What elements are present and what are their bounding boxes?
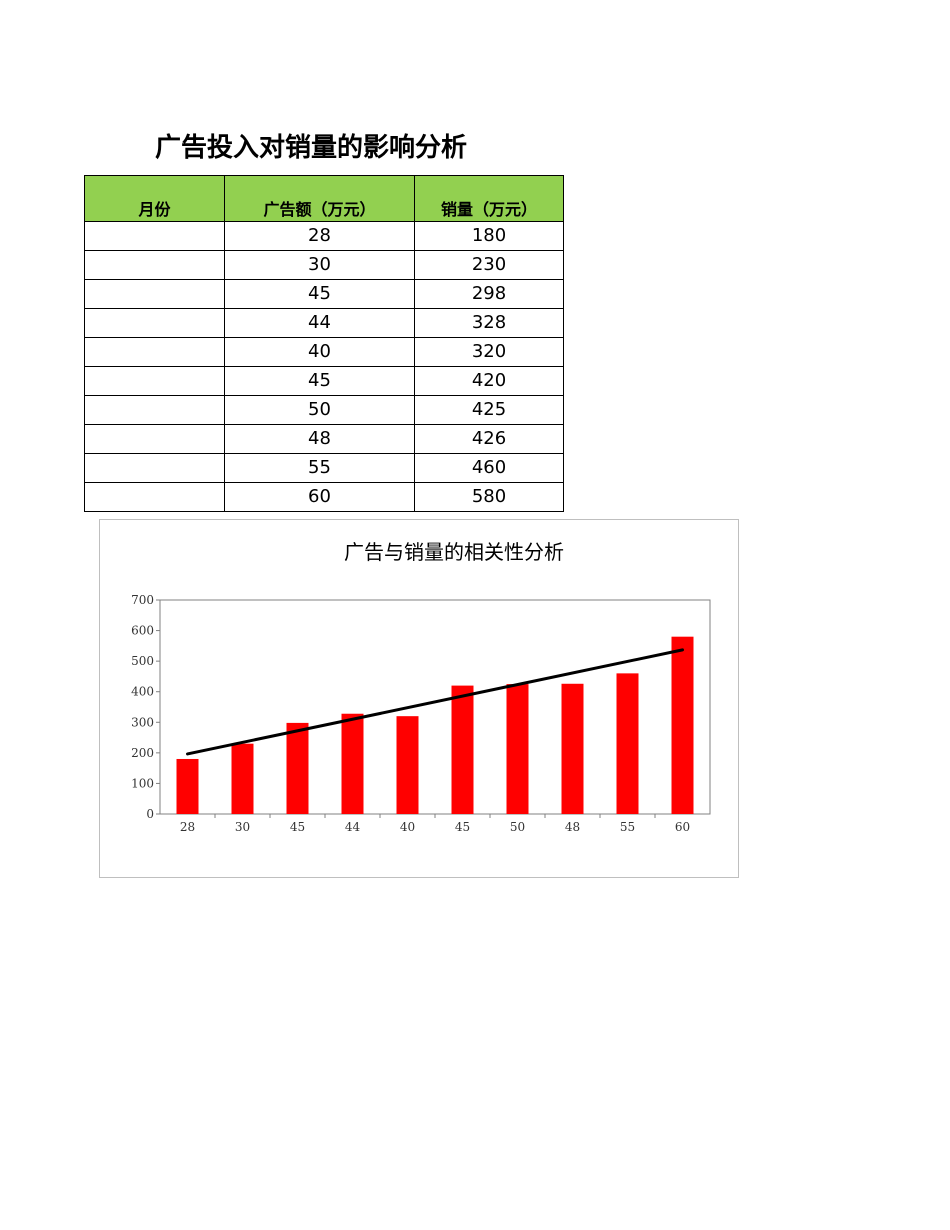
y-tick-label: 0 (146, 807, 154, 821)
chart-container: 广告与销量的相关性分析 0 100 200 300 400 500 600 700 28 30 45… (99, 519, 739, 878)
trendline (186, 648, 684, 756)
cell-month (84, 424, 225, 454)
y-tick-label: 500 (131, 654, 154, 668)
x-tick-label: 28 (180, 820, 195, 834)
x-tick-label: 60 (675, 820, 690, 834)
cell-month (84, 337, 225, 367)
cell-ad-spend: 50 (224, 395, 415, 425)
cell-ad-spend: 40 (224, 337, 415, 367)
cell-ad-spend: 48 (224, 424, 415, 454)
y-tick-label: 700 (131, 593, 154, 607)
x-tick-label: 40 (400, 820, 415, 834)
bar (396, 716, 419, 814)
x-tick-label: 50 (510, 820, 525, 834)
header-ad-spend: 广告额（万元） (224, 175, 415, 222)
cell-sales: 328 (414, 308, 564, 338)
cell-sales: 425 (414, 395, 564, 425)
cell-sales: 298 (414, 279, 564, 309)
data-table: 月份 广告额（万元） 销量（万元） 28 180 30 230 45 298 44 328 40… (84, 175, 564, 512)
bar (451, 685, 474, 814)
cell-ad-spend: 60 (224, 482, 415, 512)
cell-sales: 320 (414, 337, 564, 367)
cell-month (84, 366, 225, 396)
bar (506, 684, 529, 814)
table-header-row: 月份 广告额（万元） 销量（万元） (84, 175, 564, 222)
cell-sales: 420 (414, 366, 564, 396)
cell-month (84, 221, 225, 251)
bar (176, 758, 199, 814)
bar (231, 743, 254, 814)
bar (561, 683, 584, 814)
y-tick-label: 600 (131, 624, 154, 638)
bar-chart: 广告与销量的相关性分析 0 100 200 300 400 500 600 700 28 30 45… (131, 540, 711, 834)
cell-ad-spend: 55 (224, 453, 415, 483)
y-tick-label: 300 (131, 715, 154, 729)
table-row: 30 230 (84, 250, 564, 280)
table-row: 28 180 (84, 221, 564, 251)
table-body: 28 180 30 230 45 298 44 328 40 320 45 420 50 425 48 426… (84, 221, 564, 512)
table-row: 40 320 (84, 337, 564, 367)
table-row: 48 426 (84, 424, 564, 454)
cell-month (84, 308, 225, 338)
bar (341, 713, 364, 814)
table-row: 60 580 (84, 482, 564, 512)
table-row: 55 460 (84, 453, 564, 483)
cell-ad-spend: 44 (224, 308, 415, 338)
y-tick-label: 100 (131, 776, 154, 790)
cell-sales: 180 (414, 221, 564, 251)
cell-sales: 460 (414, 453, 564, 483)
table-row: 50 425 (84, 395, 564, 425)
x-tick-label: 45 (455, 820, 470, 834)
x-tick-label: 48 (565, 820, 580, 834)
cell-month (84, 395, 225, 425)
table-row: 45 420 (84, 366, 564, 396)
x-tick-label: 45 (290, 820, 305, 834)
cell-ad-spend: 45 (224, 279, 415, 309)
y-tick-label: 200 (131, 746, 154, 760)
bar (671, 636, 694, 814)
cell-ad-spend: 45 (224, 366, 415, 396)
cell-month (84, 453, 225, 483)
cell-ad-spend: 30 (224, 250, 415, 280)
x-tick-label: 30 (235, 820, 250, 834)
cell-month (84, 482, 225, 512)
x-tick-label: 55 (620, 820, 635, 834)
bar (616, 673, 639, 814)
header-month: 月份 (84, 175, 225, 222)
cell-ad-spend: 28 (224, 221, 415, 251)
y-tick-label: 400 (131, 685, 154, 699)
cell-sales: 580 (414, 482, 564, 512)
cell-sales: 230 (414, 250, 564, 280)
cell-month (84, 279, 225, 309)
cell-month (84, 250, 225, 280)
cell-sales: 426 (414, 424, 564, 454)
bar (286, 722, 309, 814)
table-row: 44 328 (84, 308, 564, 338)
page-title: 广告投入对销量的影响分析 (155, 133, 468, 163)
header-sales: 销量（万元） (414, 175, 564, 222)
table-row: 45 298 (84, 279, 564, 309)
x-tick-label: 44 (345, 820, 361, 834)
chart-title: 广告与销量的相关性分析 (344, 540, 564, 564)
